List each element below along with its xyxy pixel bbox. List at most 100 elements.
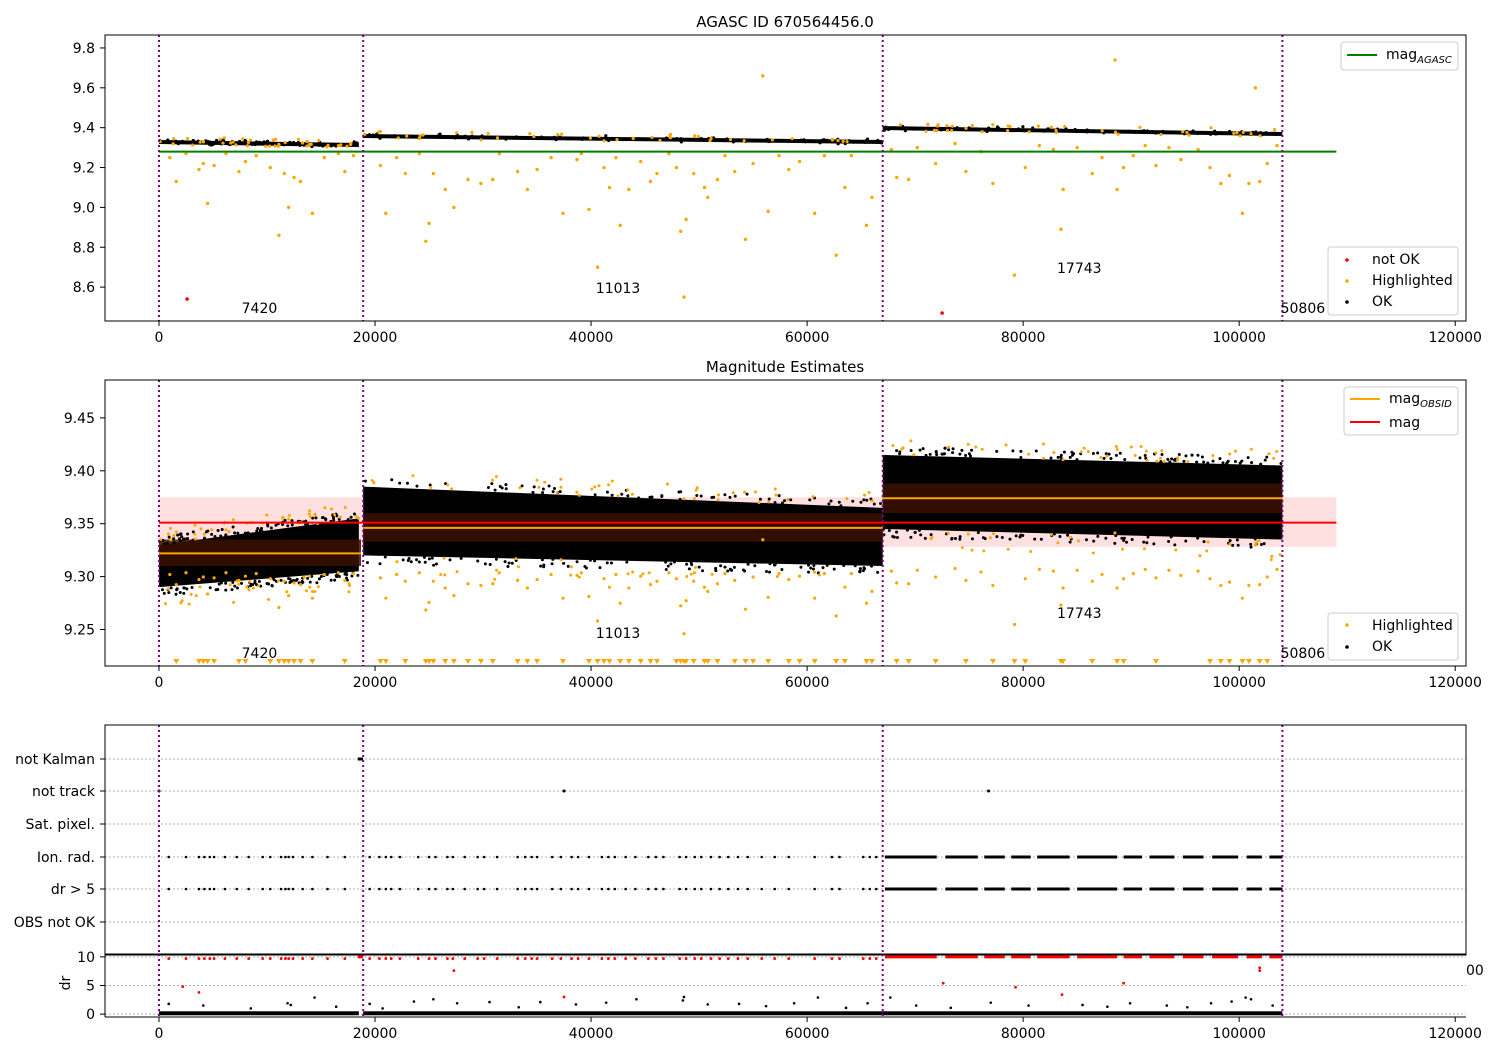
highlighted-point — [787, 577, 791, 582]
dr-flagged-point — [279, 957, 283, 960]
ok-point — [799, 565, 803, 569]
ok-point — [852, 140, 856, 144]
highlighted-point — [1076, 539, 1080, 543]
dr-point — [334, 1005, 338, 1008]
highlighted-point — [1051, 147, 1056, 152]
highlighted-point — [1258, 583, 1262, 587]
highlighted-point — [1187, 133, 1191, 137]
highlighted-point — [946, 531, 950, 535]
ok-point — [253, 142, 257, 147]
highlighted-point — [277, 605, 281, 610]
ok-point — [985, 129, 989, 134]
ok-point — [1120, 536, 1124, 540]
dr-flagged-point — [208, 957, 212, 960]
off-scale-marker — [402, 659, 409, 664]
flag-point — [662, 855, 665, 859]
highlighted-point — [728, 137, 733, 142]
ok-point — [919, 533, 923, 537]
mid-legend-mags[interactable]: magOBSID mag — [1343, 386, 1459, 436]
highlighted-point — [1208, 577, 1212, 581]
ok-point — [249, 584, 253, 588]
highlighted-point — [429, 486, 433, 490]
flag-label: Ion. rad. — [37, 850, 95, 866]
ok-point — [1091, 452, 1095, 456]
flag-point — [535, 855, 539, 859]
ok-point — [367, 133, 371, 137]
flag-category-labels: not Kalman not track Sat. pixel. Ion. rad. d… — [14, 752, 105, 931]
ok-point — [1160, 453, 1164, 457]
ok-point — [503, 560, 507, 564]
ok-point — [1068, 455, 1072, 459]
ok-point — [255, 529, 259, 533]
ok-point — [880, 141, 884, 145]
highlighted-point — [395, 560, 399, 564]
dr-flagged-point — [570, 957, 574, 960]
ok-point — [1019, 455, 1023, 459]
highlighted-point — [201, 161, 205, 166]
x-tick-label: 80000 — [1001, 330, 1046, 346]
highlighted-point — [221, 141, 225, 145]
ok-point — [1127, 129, 1132, 133]
flag-point — [398, 887, 402, 891]
highlighted-point — [706, 589, 710, 594]
highlighted-point — [232, 600, 236, 604]
highlighted-point — [494, 475, 498, 479]
highlighted-point — [237, 578, 241, 583]
dr-x-tick-label: 40000 — [569, 1026, 614, 1042]
ok-point — [1019, 533, 1023, 537]
flag-point-run — [1149, 887, 1175, 891]
ok-point — [167, 535, 171, 539]
highlighted-point — [268, 144, 272, 148]
ok-point — [895, 536, 899, 540]
highlighted-point — [1131, 572, 1135, 576]
highlighted-point — [717, 493, 721, 497]
dr-flagged-run — [1182, 955, 1204, 959]
highlighted-point — [1265, 161, 1269, 166]
highlighted-point — [626, 488, 630, 492]
ok-point — [598, 566, 602, 570]
ok-point — [765, 137, 769, 141]
highlighted-point — [424, 608, 428, 612]
top-legend-status[interactable]: not OK Highlighted OK — [1327, 246, 1459, 316]
flag-point — [874, 887, 878, 891]
dr-flagged-point — [830, 957, 834, 960]
highlighted-point — [988, 536, 992, 540]
dr-obsid-boundaries — [158, 954, 1284, 1017]
highlighted-point — [849, 153, 854, 158]
ok-point — [182, 586, 186, 590]
highlighted-point — [1056, 541, 1060, 545]
highlighted-point — [702, 185, 707, 190]
dr-flagged-point — [287, 957, 291, 960]
highlighted-point — [1061, 586, 1065, 590]
ok-point — [350, 574, 354, 578]
ok-point — [951, 447, 955, 451]
highlighted-point — [326, 143, 330, 147]
ok-point — [554, 138, 558, 142]
flag-point — [838, 855, 841, 859]
ok-point — [964, 454, 968, 458]
dr-point — [888, 996, 892, 999]
dr-point — [949, 1006, 953, 1010]
legend-label-obsid-subscript: OBSID — [1420, 399, 1452, 410]
not-track-point — [987, 789, 991, 793]
highlighted-point — [308, 509, 312, 513]
highlighted-point — [561, 211, 565, 216]
top-legend-agasc[interactable]: magAGASC — [1340, 41, 1459, 71]
ok-point — [167, 591, 171, 595]
ok-point — [1059, 128, 1063, 132]
highlighted-point — [777, 153, 781, 158]
ok-point — [699, 494, 703, 498]
ok-point — [342, 143, 346, 147]
dr-point — [681, 999, 685, 1002]
highlighted-point — [761, 74, 765, 78]
highlighted-point — [1272, 456, 1276, 460]
off-scale-marker — [267, 659, 274, 664]
ok-point — [337, 517, 341, 521]
off-scale-marker — [601, 659, 608, 664]
highlighted-point — [190, 143, 195, 147]
dr-flagged-point — [291, 957, 295, 960]
mid-legend-status[interactable]: Highlighted OK — [1327, 612, 1459, 661]
ok-point — [892, 535, 896, 539]
highlighted-point — [695, 486, 699, 490]
flag-point — [301, 855, 304, 859]
